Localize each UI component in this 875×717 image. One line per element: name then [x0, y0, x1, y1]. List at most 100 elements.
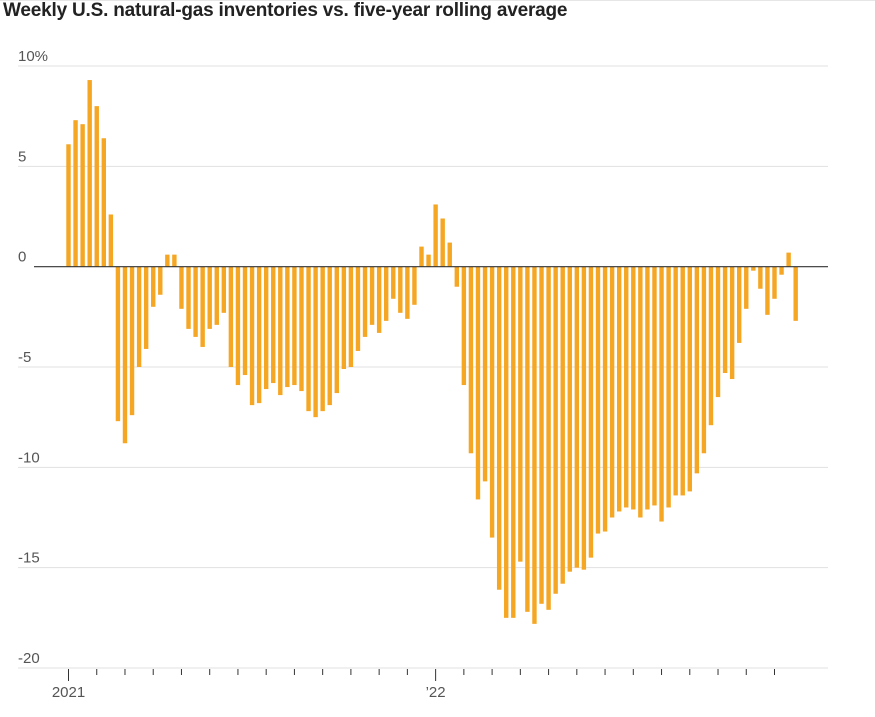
bar: [680, 266, 685, 496]
y-tick-label: -10: [18, 449, 40, 466]
bar: [271, 266, 276, 384]
bar: [200, 266, 205, 347]
bar: [320, 266, 325, 412]
bar: [673, 266, 678, 496]
bar: [327, 266, 332, 406]
bar: [461, 266, 467, 386]
bar: [193, 266, 198, 337]
bar: [186, 266, 191, 329]
bar: [412, 266, 417, 305]
bar: [172, 254, 177, 267]
bar: [433, 204, 438, 267]
bar: [595, 266, 601, 534]
bar: [525, 266, 530, 612]
y-tick-label: 10%: [18, 48, 48, 65]
bar: [553, 266, 558, 594]
bar: [306, 266, 311, 412]
bar: [574, 266, 580, 568]
bar: [666, 266, 671, 508]
bar: [313, 266, 318, 418]
bar: [426, 254, 431, 267]
bar-series: [66, 80, 798, 624]
bar: [737, 266, 742, 343]
bar: [228, 266, 234, 367]
bar: [708, 266, 714, 426]
bar: [129, 266, 135, 416]
bar: [581, 266, 587, 570]
bar: [729, 266, 735, 380]
bar: [765, 266, 770, 315]
bar: [496, 266, 502, 590]
bar: [151, 266, 156, 307]
bar: [447, 242, 452, 267]
bar: [468, 266, 474, 454]
bar: [758, 266, 763, 289]
bar: [101, 138, 106, 267]
bar: [511, 266, 516, 618]
bar: [376, 266, 382, 333]
bar: [659, 266, 664, 522]
bar: [136, 266, 142, 367]
bar: [560, 266, 565, 584]
bar: [221, 266, 227, 313]
bar: [108, 214, 114, 267]
bar: [249, 266, 255, 406]
bar: [638, 266, 643, 518]
bar: [631, 266, 636, 510]
bar: [715, 266, 721, 398]
bar: [362, 266, 368, 337]
bar: [489, 266, 495, 538]
y-axis-labels: 10% 5 0 -5 -10 -15 -20: [18, 48, 48, 667]
bar: [751, 266, 756, 271]
bar: [341, 266, 347, 370]
bar: [624, 266, 629, 508]
bar: [588, 266, 594, 558]
bar: [779, 266, 784, 275]
top-rule: [0, 0, 875, 1]
bar: [602, 266, 608, 532]
bar: [786, 252, 791, 267]
bar: [94, 106, 99, 267]
bar: [652, 266, 657, 506]
bar: [475, 266, 481, 500]
bar: [179, 266, 184, 309]
bar: [384, 266, 389, 321]
bar: [165, 254, 170, 267]
bar: [299, 266, 304, 392]
bar: [504, 266, 509, 618]
bar: [278, 266, 283, 396]
bar: [66, 144, 71, 267]
x-axis: 2021 ’22: [52, 669, 775, 701]
y-tick-label: -5: [18, 349, 31, 366]
y-tick-label: -20: [18, 650, 40, 667]
bar: [256, 266, 262, 404]
bar: [355, 266, 361, 351]
y-tick-label: 0: [18, 249, 26, 266]
bar: [419, 246, 424, 267]
bar: [122, 266, 128, 444]
bar: [214, 266, 219, 325]
bar: [263, 266, 269, 390]
bar: [454, 266, 459, 287]
bar: [772, 266, 777, 299]
bar: [722, 266, 728, 374]
bar: [567, 266, 572, 572]
y-tick-label: 5: [18, 148, 26, 165]
bar: [539, 266, 544, 604]
bar: [405, 266, 410, 319]
bar: [701, 266, 707, 454]
bar: [694, 266, 700, 474]
bar: [334, 266, 339, 394]
bar: [143, 266, 149, 349]
x-tick-label: ’22: [426, 684, 446, 701]
y-tick-label: -15: [18, 550, 40, 567]
bar: [546, 266, 551, 610]
bar: [398, 266, 403, 313]
bar: [158, 266, 163, 295]
bar: [369, 266, 375, 325]
bar: [518, 266, 523, 562]
bar: [645, 266, 650, 510]
bar: [80, 124, 85, 267]
bar: [73, 120, 78, 267]
bar: [532, 266, 537, 624]
